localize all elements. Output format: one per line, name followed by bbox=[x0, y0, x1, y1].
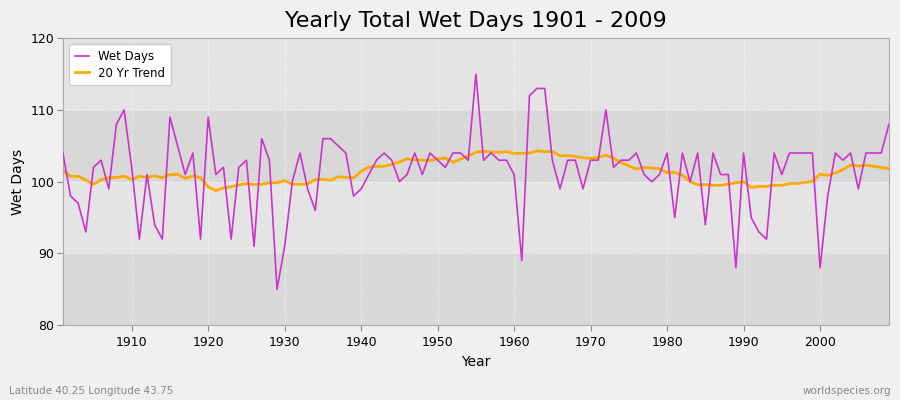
Bar bbox=[63, 38, 889, 110]
20 Yr Trend bbox=[119, 174, 130, 178]
Title: Yearly Total Wet Days 1901 - 2009: Yearly Total Wet Days 1901 - 2009 bbox=[285, 11, 667, 31]
Wet Days bbox=[471, 72, 482, 76]
20 Yr Trend bbox=[340, 175, 351, 180]
Wet Days bbox=[524, 93, 535, 98]
X-axis label: Year: Year bbox=[461, 355, 491, 369]
20 Yr Trend bbox=[616, 160, 626, 165]
Text: worldspecies.org: worldspecies.org bbox=[803, 386, 891, 396]
Wet Days bbox=[517, 258, 527, 263]
Bar bbox=[63, 254, 889, 325]
20 Yr Trend bbox=[211, 188, 221, 193]
20 Yr Trend bbox=[294, 182, 305, 187]
Wet Days bbox=[884, 122, 895, 127]
20 Yr Trend bbox=[517, 151, 527, 156]
Bar bbox=[63, 182, 889, 254]
20 Yr Trend bbox=[884, 166, 895, 171]
20 Yr Trend bbox=[532, 148, 543, 153]
20 Yr Trend bbox=[508, 151, 519, 156]
Y-axis label: Wet Days: Wet Days bbox=[11, 149, 25, 215]
Wet Days bbox=[616, 158, 626, 162]
Wet Days bbox=[340, 151, 351, 156]
Wet Days bbox=[272, 287, 283, 292]
Line: 20 Yr Trend: 20 Yr Trend bbox=[63, 151, 889, 191]
Bar bbox=[63, 110, 889, 182]
20 Yr Trend bbox=[58, 168, 68, 173]
Text: Latitude 40.25 Longitude 43.75: Latitude 40.25 Longitude 43.75 bbox=[9, 386, 174, 396]
Legend: Wet Days, 20 Yr Trend: Wet Days, 20 Yr Trend bbox=[68, 44, 171, 86]
Wet Days bbox=[58, 151, 68, 156]
Line: Wet Days: Wet Days bbox=[63, 74, 889, 289]
Wet Days bbox=[119, 108, 130, 112]
Wet Days bbox=[294, 151, 305, 156]
